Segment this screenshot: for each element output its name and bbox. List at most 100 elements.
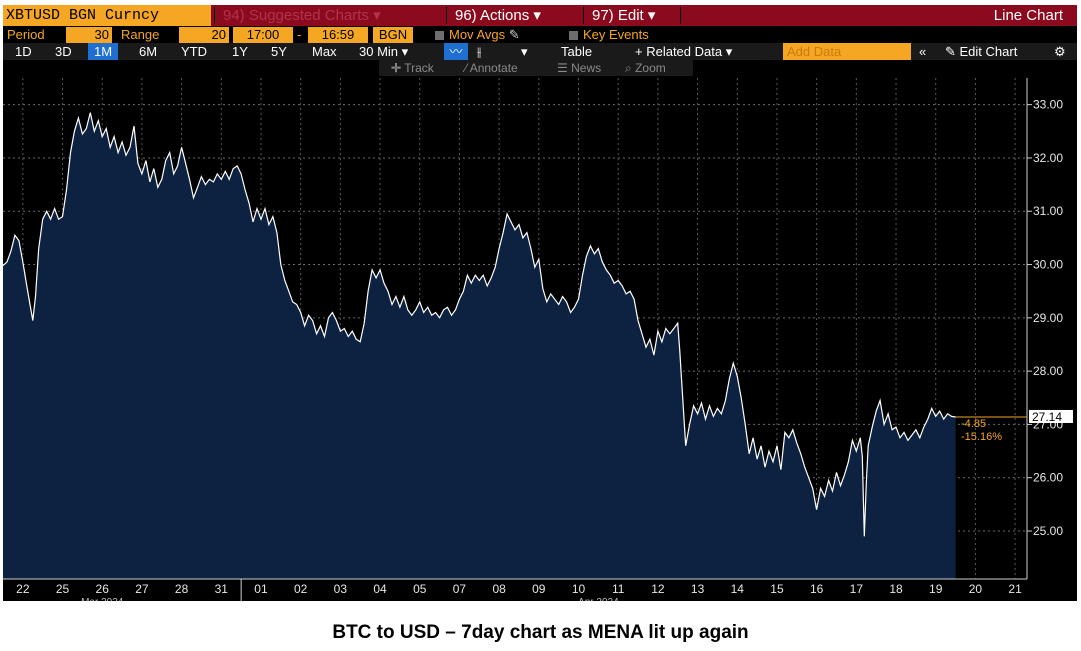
x-tick-label: 02 [294,582,308,596]
x-tick-label: 13 [691,582,705,596]
x-tick-label: 21 [1008,582,1022,596]
last-value-label: 27.14 [1032,410,1062,424]
x-tick-label: 03 [334,582,348,596]
y-tick-label: 32.00 [1033,151,1063,165]
x-tick-label: 19 [929,582,943,596]
change-abs-label: -4.85 [961,418,986,430]
x-tick-label: 14 [731,582,745,596]
start-time-input[interactable]: 17:00 [233,27,293,43]
key-events-toggle[interactable]: Key Events [569,27,649,43]
crosshair-icon: ✛ [391,61,402,75]
zoom-label: Zoom [635,61,666,75]
ticker-field[interactable]: XBTUSD BGN Curncy [3,5,211,26]
annotate-tool[interactable]: ⁄ Annotate [465,60,518,76]
zoom-icon: ⌕ [625,61,632,75]
edit-chart-button[interactable]: ✎ Edit Chart [945,44,1018,59]
chart-type-label: Line Chart [993,7,1063,24]
chart-tools-row: ✛ Track ⁄ Annotate ☰ News ⌕ Zoom [379,60,693,76]
range-button-3d[interactable]: 3D [55,44,72,59]
price-line [3,112,956,537]
news-icon: ☰ [557,61,568,75]
settings-row: Period 30 Range 20 17:00 - 16:59 BGN Mov… [3,27,1077,43]
price-chart[interactable]: 25.0026.0027.0028.0029.0030.0031.0032.00… [3,5,1077,601]
range-toolbar: 1D 3D 1M 6M YTD 1Y 5Y Max 30 Min ▾ 〰 ⫲ ▾… [3,43,1077,60]
x-tick-label: 12 [651,582,665,596]
range-label: Range [121,27,160,42]
x-tick-label: 05 [413,582,427,596]
y-tick-label: 33.00 [1033,98,1063,112]
main-toolbar: XBTUSD BGN Curncy 94) Suggested Charts ▾… [3,5,1077,26]
x-tick-label: 28 [175,582,189,596]
bloomberg-terminal-window: XBTUSD BGN Curncy 94) Suggested Charts ▾… [3,5,1077,601]
track-label: Track [404,61,434,75]
range-button-1d[interactable]: 1D [15,44,32,59]
chevron-down-icon[interactable]: ▾ [521,44,528,59]
suggested-charts-menu[interactable]: 94) Suggested Charts ▾ [223,7,381,24]
mov-avgs-label: Mov Avgs [449,27,506,42]
x-tick-label: 17 [850,582,864,596]
checkbox-icon [435,31,444,40]
price-area [3,112,956,579]
related-data-menu[interactable]: + Related Data ▾ [635,44,733,59]
x-tick-label: 26 [96,582,110,596]
range-button-6m[interactable]: 6M [139,44,158,59]
period-input[interactable]: 30 [66,27,112,43]
annotate-label: Annotate [469,61,518,75]
source-input[interactable]: BGN [373,27,413,43]
x-tick-label: 08 [492,582,506,596]
key-events-label: Key Events [583,27,649,42]
actions-menu[interactable]: 96) Actions ▾ [455,7,541,24]
change-pct-label: -15.16% [961,431,1002,443]
y-tick-label: 30.00 [1033,258,1063,272]
x-tick-label: 07 [453,582,467,596]
range-button-1m[interactable]: 1M [88,43,119,60]
news-tool[interactable]: ☰ News [557,60,601,76]
x-tick-label: 01 [254,582,268,596]
zoom-tool[interactable]: ⌕ Zoom [625,60,666,76]
x-tick-label: 20 [969,582,983,596]
x-axis-band [3,579,1077,601]
month-label: Apr 2024 [578,597,619,601]
y-tick-label: 31.00 [1033,204,1063,218]
x-tick-label: 15 [770,582,784,596]
time-separator: - [297,27,302,42]
edit-menu[interactable]: 97) Edit ▾ [592,7,656,24]
figure-caption: BTC to USD – 7day chart as MENA lit up a… [332,622,749,643]
x-tick-label: 22 [16,582,30,596]
range-button-5y[interactable]: 5Y [271,44,287,59]
range-button-max[interactable]: Max [312,44,337,59]
x-tick-label: 10 [572,582,586,596]
x-tick-label: 31 [215,582,229,596]
annotate-icon: ⁄ [465,61,468,75]
x-tick-label: 04 [373,582,387,596]
x-tick-label: 18 [889,582,903,596]
x-tick-label: 09 [532,582,546,596]
news-label: News [571,61,602,75]
y-tick-label: 26.00 [1033,471,1063,485]
range-button-ytd[interactable]: YTD [181,44,207,59]
collapse-icon[interactable]: « [919,44,927,59]
x-tick-label: 25 [56,582,70,596]
period-label: Period [7,27,45,42]
table-button[interactable]: Table [561,44,593,59]
y-tick-label: 25.00 [1033,524,1063,538]
y-tick-label: 28.00 [1033,364,1063,378]
bar-chart-icon[interactable]: ⫲ [477,44,482,59]
y-tick-label: 29.00 [1033,311,1063,325]
range-button-1y[interactable]: 1Y [232,44,248,59]
add-data-input[interactable]: Add Data [783,43,911,60]
line-chart-icon[interactable]: 〰 [444,43,468,60]
range-input[interactable]: 20 [179,27,229,43]
x-tick-label: 11 [612,582,625,596]
x-tick-label: 27 [135,582,149,596]
end-time-input[interactable]: 16:59 [308,27,368,43]
checkbox-icon [569,31,578,40]
pencil-icon[interactable]: ✎ [508,27,520,42]
gear-icon[interactable]: ⚙ [1054,44,1066,59]
x-tick-label: 16 [810,582,824,596]
track-tool[interactable]: ✛ Track [391,60,434,76]
last-value-badge [1029,409,1073,423]
interval-dropdown[interactable]: 30 Min ▾ [359,44,409,59]
month-label: Mar 2024 [81,597,124,601]
mov-avgs-toggle[interactable]: Mov Avgs ✎ [435,27,520,43]
